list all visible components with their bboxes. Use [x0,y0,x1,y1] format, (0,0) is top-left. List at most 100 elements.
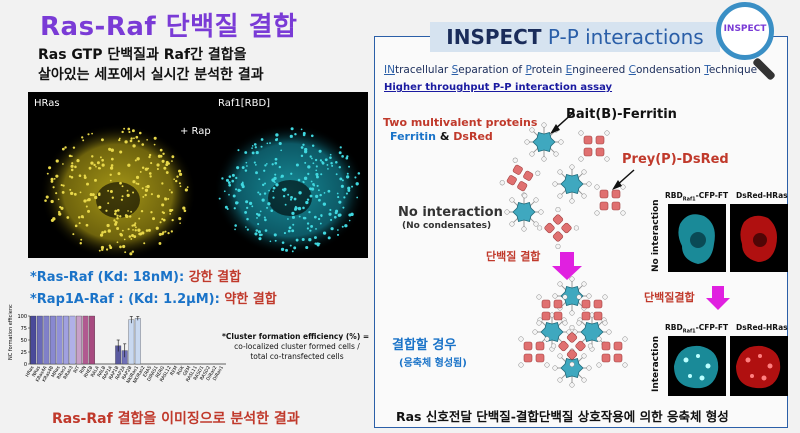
signal-dot [164,230,167,233]
signal-dot [50,180,54,183]
signal-dot [78,174,82,178]
dsred-molecule [499,157,541,199]
ferritin-molecule [504,192,544,232]
bar [63,315,69,365]
signal-dot [244,211,248,214]
signal-dot [330,162,333,165]
signal-dot [103,230,107,234]
signal-dot [139,170,142,173]
signal-dot [119,215,122,218]
signal-dot [246,206,249,209]
signal-dot [348,165,351,168]
signal-dot [304,161,307,164]
signal-dot [145,229,149,232]
signal-dot [302,131,306,135]
acronym-part: S [451,64,459,76]
dsred-molecule [594,184,626,216]
prey-label: Prey(P)-DsRed [622,152,729,167]
signal-dot [233,207,236,210]
acronym-part: IN [384,64,395,76]
signal-dot [128,215,132,218]
signal-dot [93,163,96,167]
signal-dot [119,150,123,154]
signal-dot [261,183,265,187]
signal-dot [304,147,308,152]
microscopy-image: HRas Raf1[RBD] + Rap [28,92,368,258]
signal-dot [306,227,309,230]
magnifier-icon [716,2,774,60]
signal-dot [127,210,129,212]
signal-dot [310,134,314,138]
signal-dot [80,215,84,219]
signal-dot [176,175,179,178]
signal-dot [137,182,140,186]
no-interaction-label: No interaction [398,205,503,220]
signal-dot [108,244,111,247]
signal-dot [231,173,235,177]
signal-dot [155,226,159,230]
signal-dot [128,235,132,238]
signal-dot [338,151,342,155]
signal-dot [132,191,135,194]
signal-dot [163,166,167,170]
signal-dot [339,177,343,181]
signal-dot [335,173,338,176]
signal-dot [235,176,238,180]
signal-dot [138,232,141,236]
signal-dot [320,215,323,218]
signal-dot [327,189,331,193]
signal-dot [246,217,249,221]
signal-dot [293,197,297,201]
signal-dot [108,147,112,151]
signal-dot [273,176,277,180]
signal-dot [315,194,319,198]
signal-dot [331,164,334,167]
signal-dot [274,157,278,161]
signal-dot [270,209,274,212]
inspect-title-rest: P-P interactions [541,25,704,49]
signal-dot [322,202,327,206]
signal-dot [141,166,145,170]
signal-dot [244,151,248,154]
subtitle-line1: Ras GTP 단백질과 Raf간 결합을 [38,47,247,63]
signal-dot [232,194,236,198]
signal-dot [98,192,101,195]
signal-dot [289,198,293,201]
signal-dot [170,230,173,233]
signal-dot [315,169,318,172]
page-title: Ras-Raf 단백질 결합 [40,12,298,42]
signal-dot [74,165,77,169]
signal-dot [94,178,97,182]
signal-dot [254,146,257,149]
acronym-part: rotein [531,64,566,76]
signal-dot [246,228,249,231]
signal-dot [62,184,65,187]
signal-dot [161,218,164,221]
signal-dot [260,138,264,141]
signal-dot [292,223,295,226]
signal-dot [105,248,109,251]
x-tick-label: GEM [182,365,192,377]
signal-dot [150,211,153,214]
signal-dot [113,219,116,222]
signal-dot [345,175,350,179]
signal-dot [149,175,152,178]
signal-dot [347,186,351,190]
signal-dot [171,160,173,162]
acronym-part: eparation of [458,64,526,76]
signal-dot [287,229,291,233]
signal-dot [272,190,275,193]
x-tick-label: RHEB [83,365,95,379]
affinity-rap1a-raf: *Rap1A-Raf : (Kd: 1.2μM): 약한 결합 [30,288,277,307]
signal-dot [86,182,90,186]
signal-dot [312,162,315,165]
row-label-no-interaction: No interaction [651,199,661,272]
signal-dot [272,186,276,190]
assay-link: Higher throughput P-P interaction assay [384,82,613,93]
lens-label: INSPECT [723,24,767,34]
cell-fluorescence-svg [40,124,366,258]
signal-dot [79,191,82,194]
signal-dot [120,198,124,201]
acronym-part: ondensation [635,64,705,76]
signal-dot [302,143,305,146]
